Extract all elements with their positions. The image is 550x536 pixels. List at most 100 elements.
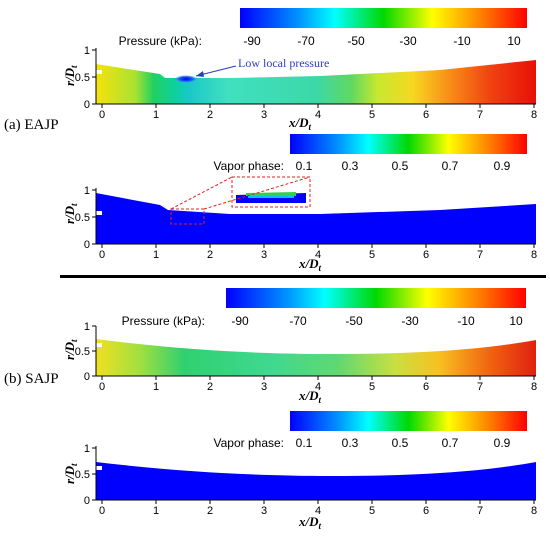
y-axis-label: r/Dt <box>62 339 79 360</box>
zoom-region <box>170 208 205 225</box>
pressure-tick: -50 <box>345 314 363 328</box>
pressure-tick: -10 <box>457 314 475 328</box>
y-tick-label: 1 <box>84 443 90 455</box>
x-tick-label: 5 <box>369 505 375 517</box>
y-axis-label: r/Dt <box>62 65 79 86</box>
x-tick-label: 2 <box>207 109 213 121</box>
vapor-colorbar-title: Vapor phase: <box>214 159 285 173</box>
y-tick-label: 0 <box>84 239 90 251</box>
x-tick-label: 4 <box>315 381 321 393</box>
x-tick-label: 0 <box>99 249 105 261</box>
x-tick-label: 3 <box>261 381 267 393</box>
vapor-tick: 0.7 <box>442 159 459 173</box>
pressure-tick: 10 <box>509 314 523 328</box>
x-ticks: 0 1 2 3 4 5 6 7 8 <box>99 376 537 393</box>
x-ticks: 0 1 2 3 4 5 6 7 8 <box>99 244 537 261</box>
x-ticks: 0 1 2 3 4 5 6 7 8 <box>99 500 537 517</box>
x-tick-label: 4 <box>315 109 321 121</box>
y-tick-label: 0.5 <box>75 72 90 84</box>
vapor-field <box>96 193 536 244</box>
low-pressure-region <box>174 75 198 83</box>
panel-b-pressure: Pressure (kPa): -90 -70 -50 -30 -10 10 <box>96 288 536 376</box>
x-tick-label: 3 <box>261 249 267 261</box>
x-tick-label: 6 <box>423 249 429 261</box>
x-tick-label: 0 <box>99 381 105 393</box>
panel-a-label: (a) EAJP <box>4 117 59 133</box>
x-tick-label: 7 <box>477 109 483 121</box>
panel-b-label: (b) SAJP <box>4 371 59 387</box>
vapor-tick: 0.9 <box>494 436 511 450</box>
x-axis-label: x/Dt <box>298 514 322 531</box>
x-tick-label: 1 <box>153 505 159 517</box>
vapor-tick: 0.5 <box>392 159 409 173</box>
y-axis-label: r/Dt <box>62 203 79 224</box>
x-axis-label: x/Dt <box>288 115 312 132</box>
pressure-tick: -30 <box>399 34 417 48</box>
pressure-tick: -70 <box>297 34 315 48</box>
divider <box>60 275 546 278</box>
x-tick-label: 6 <box>423 109 429 121</box>
x-tick-label: 2 <box>207 381 213 393</box>
panel-a-vapor: Vapor phase: 0.1 0.3 0.5 0.7 0.9 <box>96 134 536 244</box>
x-tick-label: 6 <box>423 505 429 517</box>
y-tick-label: 0 <box>84 495 90 507</box>
y-tick-label: 0 <box>84 371 90 383</box>
y-tick-label: 0.5 <box>75 346 90 358</box>
pressure-field <box>96 60 536 104</box>
y-tick-label: 1 <box>84 185 90 197</box>
vapor-tick: 0.9 <box>494 159 511 173</box>
x-tick-label: 8 <box>531 109 537 121</box>
x-tick-label: 6 <box>423 381 429 393</box>
y-tick-label: 1 <box>84 321 90 333</box>
nozzle-inlet <box>96 70 102 74</box>
x-tick-label: 1 <box>153 381 159 393</box>
pressure-colorbar <box>240 8 527 28</box>
x-tick-label: 1 <box>153 109 159 121</box>
vapor-field <box>96 462 536 500</box>
x-tick-label: 2 <box>207 505 213 517</box>
x-tick-label: 8 <box>531 381 537 393</box>
x-tick-label: 3 <box>261 505 267 517</box>
pressure-tick: -30 <box>401 314 419 328</box>
low-pressure-annotation: Low local pressure <box>238 56 329 70</box>
nozzle-inlet <box>96 211 102 215</box>
y-tick-label: 0 <box>84 99 90 111</box>
x-axis-label: x/Dt <box>298 256 322 273</box>
y-ticks: 00.51 <box>75 321 96 383</box>
y-axis-label: r/Dt <box>62 463 79 484</box>
x-tick-label: 5 <box>369 109 375 121</box>
nozzle-inlet <box>96 343 102 347</box>
pressure-colorbar-title: Pressure (kPa): <box>119 34 202 48</box>
x-tick-label: 0 <box>99 109 105 121</box>
x-tick-label: 7 <box>477 381 483 393</box>
y-ticks: 00.51 <box>75 185 96 251</box>
vapor-tick: 0.5 <box>392 436 409 450</box>
vapor-colorbar <box>290 411 527 431</box>
x-tick-label: 7 <box>477 505 483 517</box>
x-axis-label: x/Dt <box>298 388 322 405</box>
y-ticks: 00.51 <box>75 443 96 507</box>
vapor-tick: 0.3 <box>342 159 359 173</box>
y-tick-label: 0.5 <box>75 469 90 481</box>
pressure-colorbar-title: Pressure (kPa): <box>122 314 205 328</box>
pressure-colorbar <box>226 288 526 308</box>
vapor-tick: 0.3 <box>342 436 359 450</box>
x-tick-label: 0 <box>99 505 105 517</box>
pressure-tick: -90 <box>243 34 261 48</box>
x-tick-label: 4 <box>315 505 321 517</box>
pressure-tick: -90 <box>231 314 249 328</box>
pressure-field <box>96 339 536 376</box>
panel-b-vapor: Vapor phase: 0.1 0.3 0.5 0.7 0.9 <box>96 411 536 500</box>
x-tick-label: 2 <box>207 249 213 261</box>
x-tick-label: 8 <box>531 505 537 517</box>
x-tick-label: 8 <box>531 249 537 261</box>
panel-a-pressure: Pressure (kPa): -90 -70 -50 -30 -10 10 L… <box>96 8 536 104</box>
x-tick-label: 1 <box>153 249 159 261</box>
vapor-tick: 0.1 <box>296 436 313 450</box>
vapor-tick: 0.1 <box>296 159 313 173</box>
